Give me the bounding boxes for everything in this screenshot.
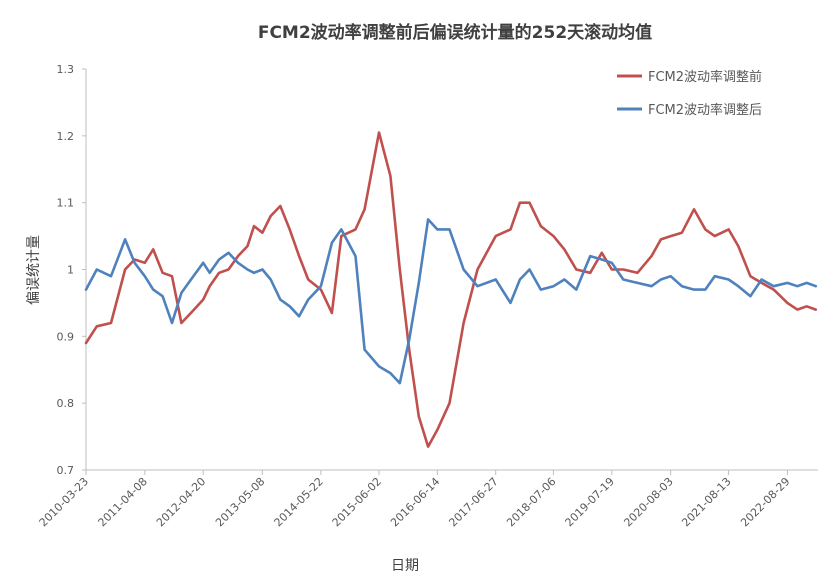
x-tick-label: 2018-07-06 [504, 475, 558, 529]
x-tick-label: 2019-07-19 [563, 475, 617, 529]
legend: FCM2波动率调整前 FCM2波动率调整后 [617, 69, 762, 118]
y-tick-label: 0.9 [57, 330, 75, 343]
x-axis-label: 日期 [391, 558, 419, 574]
y-axis-label: 偏误统计量 [26, 235, 42, 305]
y-tick-label: 1.3 [57, 63, 75, 76]
legend-label-2: FCM2波动率调整后 [648, 102, 762, 118]
legend-label-1: FCM2波动率调整前 [648, 69, 762, 85]
x-tick-label: 2014-05-22 [272, 475, 326, 529]
series-line-2 [84, 218, 818, 385]
chart-title: FCM2波动率调整前后偏误统计量的252天滚动均值 [258, 22, 652, 43]
x-tick-label: 2022-08-29 [738, 475, 792, 529]
x-tick-label: 2020-08-03 [621, 475, 675, 529]
series-line-1 [84, 131, 818, 448]
x-tick-label: 2021-08-13 [679, 475, 733, 529]
x-tick-label: 2010-03-23 [37, 475, 91, 529]
x-tick-label: 2017-06-27 [446, 475, 500, 529]
x-tick-label: 2015-06-02 [330, 475, 384, 529]
y-tick-label: 1.1 [57, 197, 75, 210]
x-tick-label: 2016-06-14 [388, 475, 442, 529]
y-tick-label: 0.7 [57, 464, 75, 477]
x-tick-label: 2011-04-08 [96, 475, 150, 529]
y-tick-label: 0.8 [57, 397, 75, 410]
x-tick-label: 2013-05-08 [213, 475, 267, 529]
y-tick-label: 1 [67, 264, 74, 277]
x-tick-label: 2012-04-20 [154, 475, 208, 529]
plot-area [84, 131, 818, 448]
y-tick-label: 1.2 [57, 130, 75, 143]
